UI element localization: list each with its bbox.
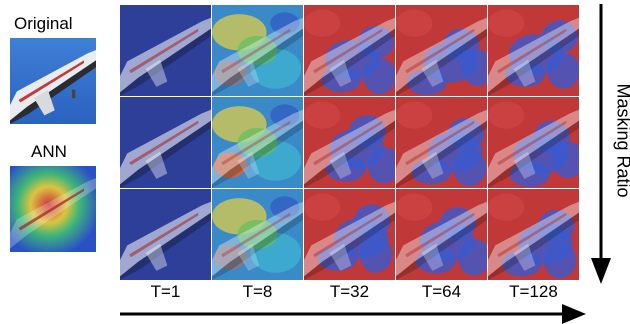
masking-ratio-arrow [591,4,611,284]
heatmap-tile-row3-t-1 [120,189,211,280]
column-label: T=128 [509,282,558,301]
column-label: T=64 [421,282,462,301]
heatmap-tile-row1-t-128 [488,5,579,96]
column-label: T=32 [329,282,370,301]
heatmap-tile-row2-t-32 [304,97,395,188]
label-masking-ratio: Masking Ratio [613,83,630,198]
heatmap-tile-row1-t-64 [396,5,487,96]
heatmap-tile-row1-t-8 [212,5,303,96]
ann-heatmap [10,166,96,252]
original-image [10,38,96,124]
label-original: Original [14,14,73,33]
heatmap-tile-row1-t-32 [304,5,395,96]
heatmap-tile-row2-t-1 [120,97,211,188]
heatmap-tile-row1-t-1 [120,5,211,96]
heatmap-tile-row3-t-128 [488,189,579,280]
heatmap-tile-row2-t-8 [212,97,303,188]
heatmap-tile-row2-t-128 [488,97,579,188]
heatmap-tile-row3-t-32 [304,189,395,280]
heatmap-tile-row3-t-64 [396,189,487,280]
label-ann: ANN [31,142,67,161]
heatmap-tile-row2-t-64 [396,97,487,188]
column-label: T=8 [242,282,273,301]
time-arrow [120,304,586,324]
column-label: T=1 [150,282,181,301]
heatmap-tile-row3-t-8 [212,189,303,280]
